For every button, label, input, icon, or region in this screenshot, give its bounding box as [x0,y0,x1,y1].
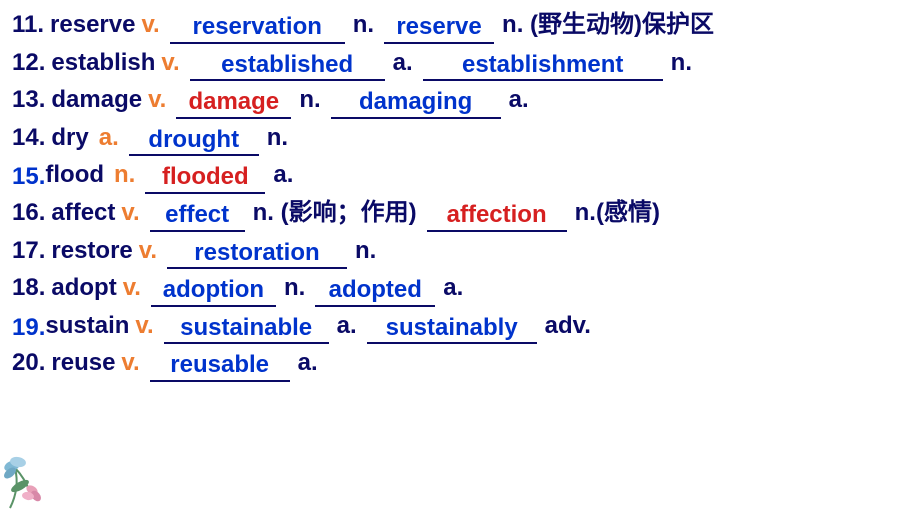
row-number: 19. [12,311,45,345]
row-number: 15. [12,160,45,194]
tail-text: n. (野生动物)保护区 [502,8,714,42]
part-of-speech-after: n. [267,121,288,155]
part-of-speech-after: a. [509,83,529,117]
vocab-row: 12.establishv. established a. establishment… [12,46,908,82]
vocab-row: 17.restorev. restoration n. [12,234,908,270]
vocab-row: 13.damagev.damagen.damaging a. [12,83,908,119]
part-of-speech: v. [121,346,139,380]
content-area: 11.reservev.reservationn.reserve n. (野生动… [0,0,920,382]
base-word: affect [51,196,115,230]
base-word: flood [45,158,104,192]
answer-text: damage [188,88,279,115]
vocab-row: 15.flood n. flooded a. [12,158,908,194]
base-word: restore [51,234,132,268]
part-of-speech: v. [141,8,159,42]
answer-text: establishment [462,51,623,78]
base-word: dry [51,121,88,155]
part-of-speech-after: n. [355,234,376,268]
answer-blank: reusable [150,346,290,382]
answer-text: damaging [359,88,472,115]
part-of-speech-after: n. [284,271,305,305]
part-of-speech-after: a. [443,271,463,305]
answer-blank: restoration [167,234,347,270]
part-of-speech-after: n. [671,46,692,80]
row-number: 20. [12,346,45,380]
answer-blank: reservation [170,8,345,44]
part-of-speech: a. [99,121,119,155]
part-of-speech-after: adv. [545,309,591,343]
answer-blank: damage [176,83,291,119]
part-of-speech: v. [123,271,141,305]
row-number: 11. [12,8,44,42]
base-word: damage [51,83,142,117]
answer-blank: sustainable [164,309,329,345]
row-number: 16. [12,196,45,230]
part-of-speech: n. [114,158,135,192]
answer-blank: damaging [331,83,501,119]
answer-text: reusable [170,351,269,378]
part-of-speech-after: a. [393,46,413,80]
answer-text: effect [165,201,229,228]
flower-decoration [0,438,80,518]
answer-blank: adopted [315,271,435,307]
vocab-row: 18.adoptv. adoption n. adopted a. [12,271,908,307]
row-number: 12. [12,46,45,80]
answer-text: reservation [193,13,322,40]
vocab-row: 11.reservev.reservationn.reserve n. (野生动… [12,8,908,44]
row-number: 13. [12,83,45,117]
answer-text: restoration [194,239,319,266]
answer-blank: sustainably [367,309,537,345]
answer-blank: affection [427,196,567,232]
answer-blank: effect [150,196,245,232]
answer-text: sustainably [386,314,518,341]
answer-blank: established [190,46,385,82]
base-word: reuse [51,346,115,380]
row-number: 14. [12,121,45,155]
part-of-speech-after: n. [299,83,320,117]
answer-blank: adoption [151,271,276,307]
part-of-speech-after: n. (影响；作用) [253,196,417,230]
answer-blank: flooded [145,158,265,194]
answer-text: established [221,51,353,78]
row-number: 18. [12,271,45,305]
part-of-speech-after: n. [353,8,374,42]
part-of-speech: v. [148,83,166,117]
vocab-row: 16.affectv. effect n. (影响；作用) affection n.(感… [12,196,908,232]
part-of-speech: v. [139,234,157,268]
answer-text: sustainable [180,314,312,341]
answer-text: reserve [396,13,481,40]
row-number: 17. [12,234,45,268]
base-word: sustain [45,309,129,343]
base-word: reserve [50,8,135,42]
part-of-speech-after: a. [273,158,293,192]
vocab-row: 20.reusev. reusable a. [12,346,908,382]
part-of-speech-after: n.(感情) [575,196,660,230]
answer-blank: reserve [384,8,494,44]
part-of-speech-after: a. [298,346,318,380]
answer-blank: establishment [423,46,663,82]
answer-blank: drought [129,121,259,157]
vocab-row: 14.dry a. drought n. [12,121,908,157]
part-of-speech: v. [121,196,139,230]
answer-text: affection [447,201,547,228]
answer-text: adopted [329,276,422,303]
part-of-speech-after: a. [337,309,357,343]
answer-text: drought [148,126,239,153]
part-of-speech: v. [161,46,179,80]
answer-text: flooded [162,163,249,190]
answer-text: adoption [163,276,264,303]
base-word: establish [51,46,155,80]
vocab-row: 19.sustainv. sustainable a. sustainably adv… [12,309,908,345]
part-of-speech: v. [135,309,153,343]
base-word: adopt [51,271,116,305]
